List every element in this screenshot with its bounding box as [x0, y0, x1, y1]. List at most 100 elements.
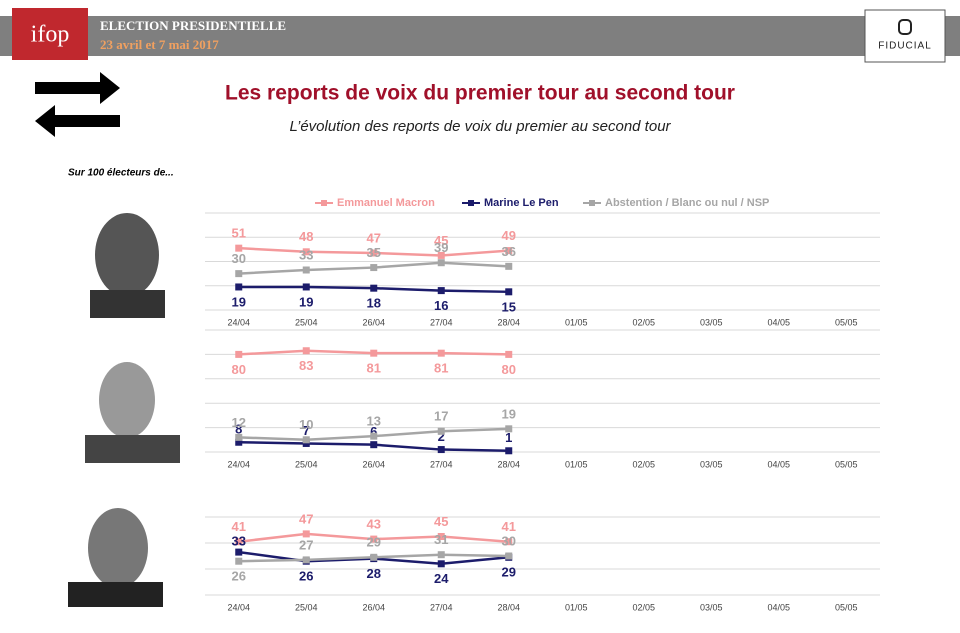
data-label: 41 — [502, 519, 516, 534]
x-tick-label: 04/05 — [767, 317, 790, 327]
title: Les reports de voix du premier tour au s… — [225, 82, 735, 105]
data-label: 33 — [299, 247, 313, 262]
x-tick-label: 28/04 — [497, 459, 520, 469]
portrait-2 — [85, 362, 180, 463]
arrow-right — [35, 72, 120, 104]
x-tick-label: 28/04 — [497, 317, 520, 327]
data-label: 12 — [232, 415, 246, 430]
x-tick-label: 04/05 — [767, 602, 790, 612]
point — [370, 264, 378, 272]
point — [235, 270, 243, 278]
subtitle: L’évolution des reports de voix du premi… — [289, 118, 671, 135]
point — [370, 441, 378, 449]
point — [302, 530, 310, 538]
data-label: 2 — [438, 429, 445, 444]
point — [505, 288, 513, 296]
x-tick-label: 24/04 — [227, 459, 250, 469]
data-label: 27 — [299, 537, 313, 552]
data-label: 35 — [367, 245, 381, 260]
legend-marker — [468, 200, 474, 206]
x-tick-label: 25/04 — [295, 602, 318, 612]
data-label: 31 — [434, 532, 448, 547]
point — [437, 251, 445, 259]
data-label: 43 — [367, 517, 381, 532]
data-label: 81 — [367, 361, 381, 376]
point — [370, 535, 378, 543]
point — [437, 287, 445, 295]
data-label: 41 — [232, 519, 246, 534]
data-label: 28 — [367, 566, 381, 581]
data-label: 19 — [299, 294, 313, 309]
fiducial-text: FIDUCIAL — [878, 41, 932, 52]
point — [505, 247, 513, 255]
data-label: 13 — [367, 414, 381, 429]
x-tick-label: 05/05 — [835, 317, 858, 327]
point — [302, 283, 310, 291]
legend-marker — [589, 200, 595, 206]
legend-label: Abstention / Blanc ou nul / NSP — [605, 197, 769, 209]
data-label: 7 — [303, 423, 310, 438]
point — [437, 349, 445, 357]
point — [437, 533, 445, 540]
x-tick-label: 02/05 — [632, 317, 655, 327]
point — [235, 350, 243, 358]
data-label: 33 — [232, 534, 246, 549]
data-label: 17 — [434, 409, 448, 424]
portrait-3 — [68, 508, 163, 607]
x-tick-label: 01/05 — [565, 459, 588, 469]
point — [505, 552, 513, 560]
data-label: 36 — [502, 244, 516, 259]
point — [235, 557, 243, 565]
point — [302, 347, 310, 355]
fiducial-logo — [864, 9, 946, 63]
point — [302, 556, 310, 564]
ifop-logo-text: ifop — [31, 22, 70, 48]
data-label: 30 — [502, 533, 516, 548]
x-tick-label: 24/04 — [227, 317, 250, 327]
legend-label: Marine Le Pen — [484, 197, 559, 209]
point — [505, 262, 513, 270]
x-tick-label: 26/04 — [362, 317, 385, 327]
point — [302, 439, 310, 447]
data-label: 47 — [367, 230, 381, 245]
data-label: 83 — [299, 358, 313, 373]
x-tick-label: 01/05 — [565, 317, 588, 327]
x-tick-label: 01/05 — [565, 602, 588, 612]
x-tick-label: 28/04 — [497, 602, 520, 612]
x-tick-label: 04/05 — [767, 459, 790, 469]
portrait-1 — [90, 213, 165, 318]
point — [505, 447, 513, 455]
data-label: 45 — [434, 233, 448, 248]
legend-marker — [321, 200, 327, 206]
data-label: 29 — [502, 565, 516, 580]
point — [235, 438, 243, 446]
x-tick-label: 02/05 — [632, 459, 655, 469]
point — [437, 427, 445, 435]
point — [505, 538, 513, 546]
x-tick-label: 27/04 — [430, 459, 453, 469]
x-tick-label: 02/05 — [632, 602, 655, 612]
data-label: 80 — [232, 362, 246, 377]
point — [235, 283, 243, 291]
point — [235, 538, 243, 546]
data-label: 18 — [367, 296, 381, 311]
data-label: 30 — [232, 251, 246, 266]
point — [370, 553, 378, 561]
x-tick-label: 25/04 — [295, 317, 318, 327]
header-title: ELECTION PRESIDENTIELLE — [100, 18, 286, 33]
data-label: 19 — [232, 294, 246, 309]
x-tick-label: 26/04 — [362, 602, 385, 612]
x-tick-label: 03/05 — [700, 602, 723, 612]
point — [437, 446, 445, 454]
data-label: 15 — [502, 299, 516, 314]
data-label: 16 — [434, 298, 448, 313]
point — [505, 425, 513, 433]
x-tick-label: 05/05 — [835, 602, 858, 612]
data-label: 1 — [505, 430, 512, 445]
data-label: 80 — [502, 362, 516, 377]
data-label: 26 — [299, 569, 313, 584]
point — [302, 266, 310, 274]
x-tick-label: 25/04 — [295, 459, 318, 469]
x-tick-label: 05/05 — [835, 459, 858, 469]
